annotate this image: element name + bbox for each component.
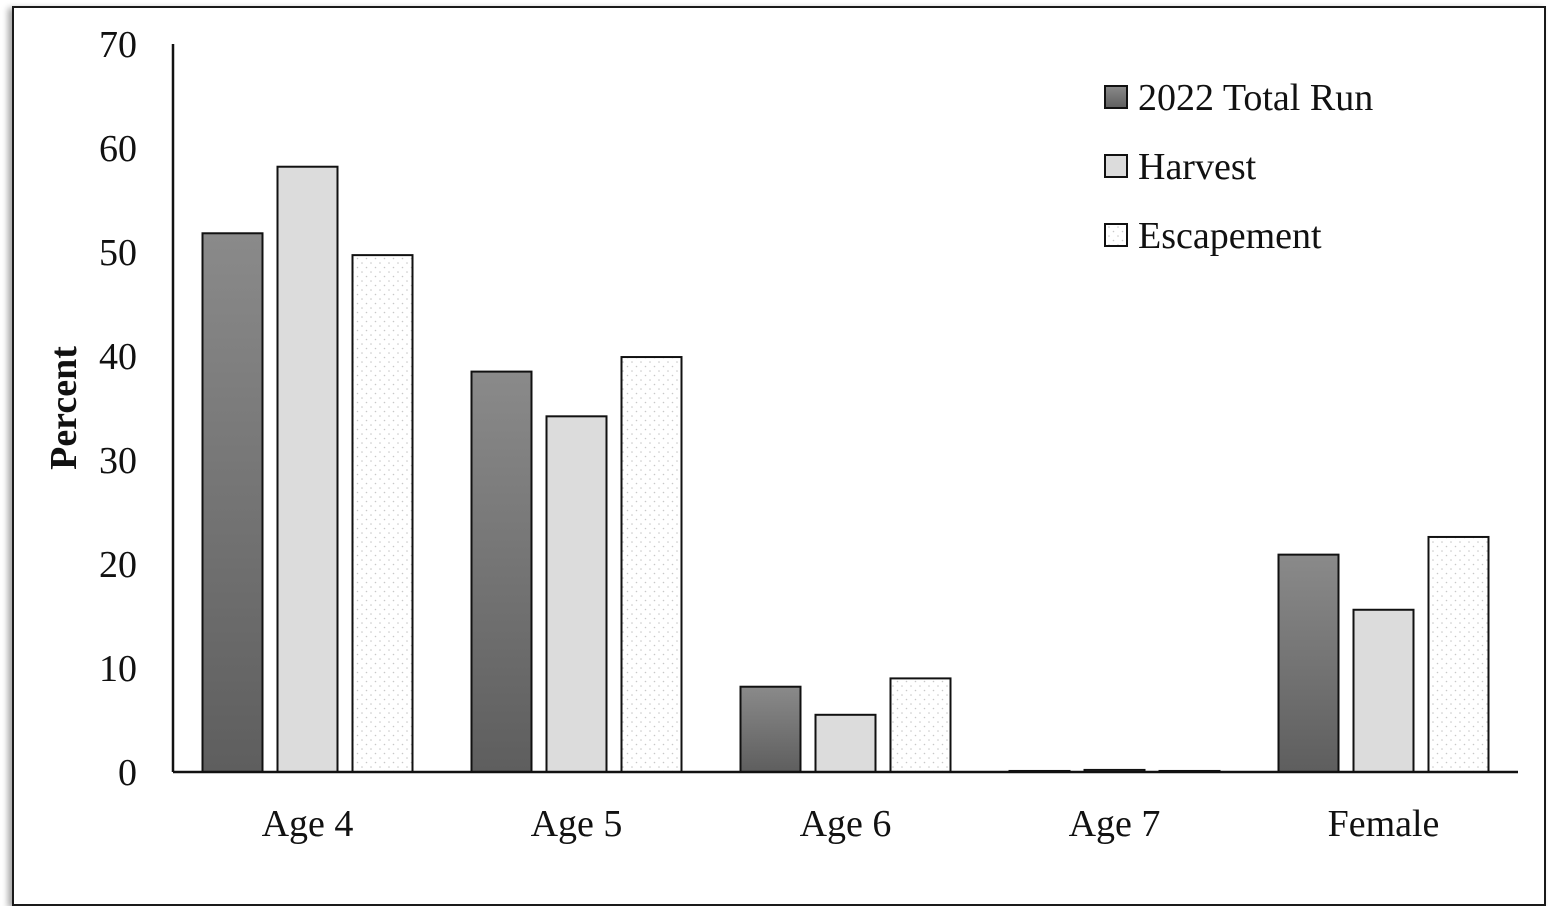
x-category-label: Age 6	[800, 803, 892, 845]
y-tick-label: 70	[99, 24, 137, 66]
legend-label: Escapement	[1138, 215, 1322, 257]
bar-2022-total-run-female	[1277, 553, 1340, 774]
x-category-label: Female	[1328, 803, 1440, 845]
bar-escapement-female	[1427, 535, 1490, 774]
legend-label: Harvest	[1138, 146, 1257, 188]
bar-harvest-age-6	[814, 713, 877, 773]
bar-escapement-age-6	[889, 677, 952, 774]
x-category-label: Age 5	[531, 803, 623, 845]
y-tick-label: 60	[99, 128, 137, 170]
legend-swatch	[1104, 85, 1128, 109]
axes	[171, 44, 1518, 774]
y-tick-label: 20	[99, 544, 137, 586]
bar-harvest-age-4	[276, 165, 339, 774]
x-category-label: Age 7	[1069, 803, 1161, 845]
bar-harvest-female	[1352, 608, 1415, 774]
y-axis-ticks: 0 10 20 30 40 50 60 70	[99, 24, 137, 794]
bar-2022-total-run-age-4	[201, 232, 264, 773]
x-category-label: Age 4	[262, 803, 354, 845]
legend-label: 2022 Total Run	[1138, 77, 1373, 119]
bar-escapement-age-5	[620, 356, 683, 773]
bar-escapement-age-4	[351, 254, 414, 773]
x-axis-labels: Age 4 Age 5 Age 6 Age 7 Female	[262, 803, 1440, 845]
legend-swatch	[1104, 223, 1128, 247]
y-tick-label: 0	[118, 752, 137, 794]
bars-group	[201, 165, 1490, 774]
legend: 2022 Total Run Harvest Escapement	[1104, 77, 1373, 257]
y-tick-label: 40	[99, 336, 137, 378]
y-axis-title: Percent	[43, 346, 85, 470]
y-tick-label: 10	[99, 648, 137, 690]
bar-2022-total-run-age-6	[739, 685, 802, 773]
legend-swatch	[1104, 154, 1128, 178]
y-tick-label: 50	[99, 232, 137, 274]
y-tick-label: 30	[99, 440, 137, 482]
bar-2022-total-run-age-5	[470, 370, 533, 773]
bar-harvest-age-5	[545, 415, 608, 773]
